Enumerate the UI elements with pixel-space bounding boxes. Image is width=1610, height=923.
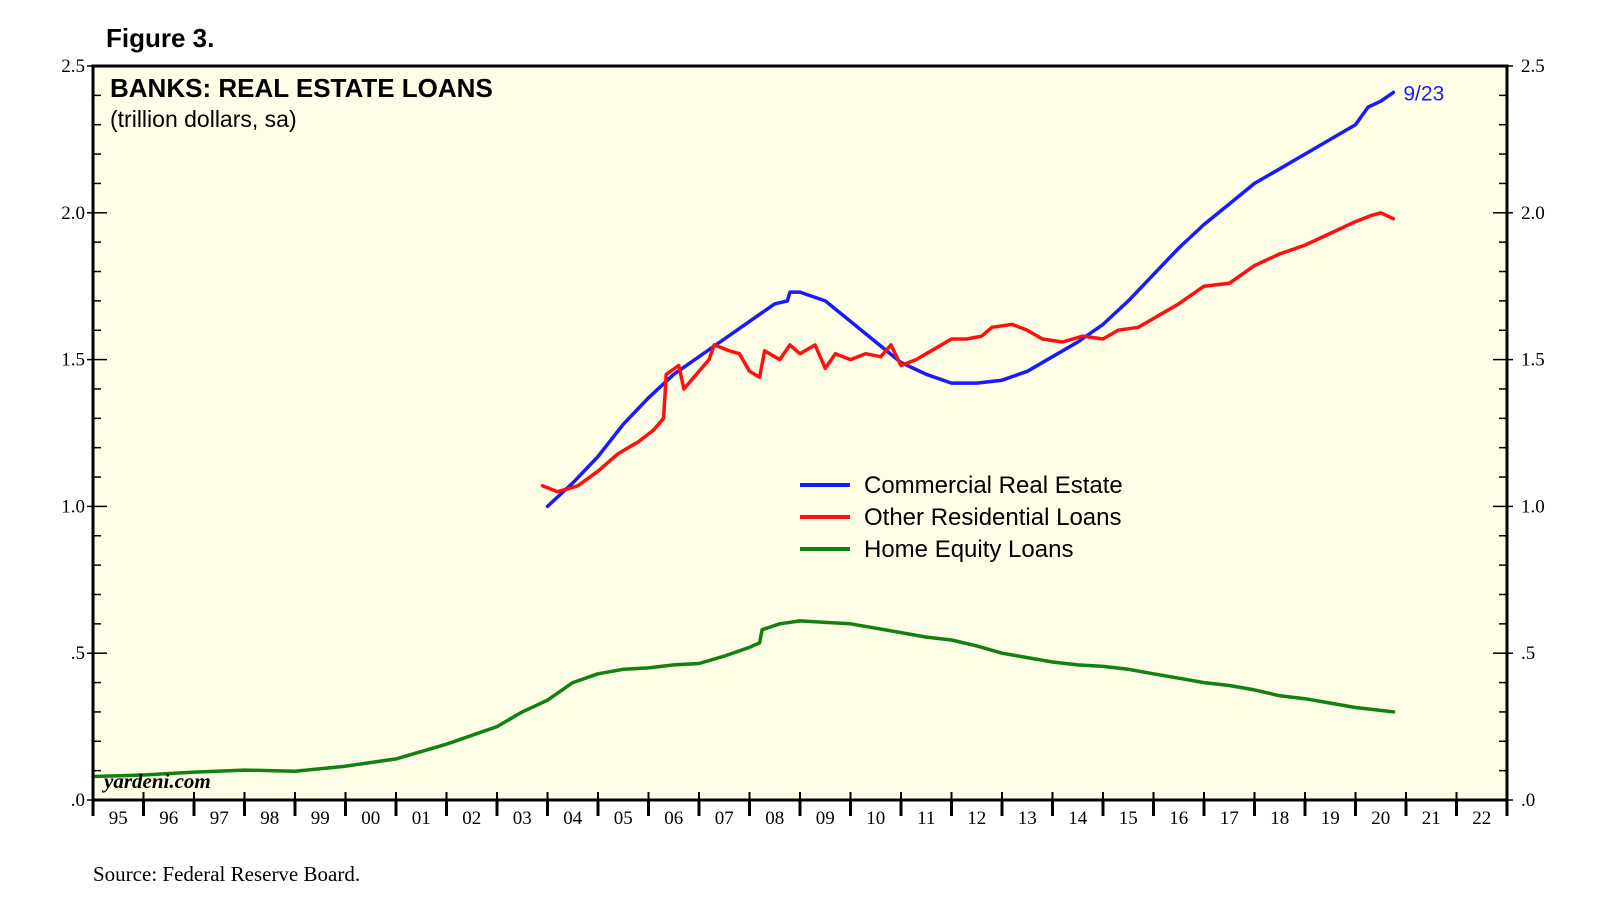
x-tick-label: 04: [563, 808, 583, 829]
x-tick-label: 98: [260, 808, 279, 829]
x-tick-label: 07: [715, 808, 734, 829]
legend-label: Home Equity Loans: [864, 536, 1073, 563]
x-tick-label: 97: [210, 808, 229, 829]
x-tick-label: 12: [967, 808, 986, 829]
x-tick-label: 17: [1220, 808, 1239, 829]
y-axis-left: .0 .5 1.0 1.5 2.0 2.5: [61, 56, 107, 811]
y-tick-label: 1.5: [1521, 350, 1545, 371]
x-tick-label: 14: [1068, 808, 1088, 829]
x-tick-label: 99: [311, 808, 330, 829]
plot-area: [93, 66, 1507, 800]
x-tick-label: 19: [1321, 808, 1340, 829]
y-tick-label: 2.5: [61, 56, 85, 77]
y-axis-right: .0 .5 1.0 1.5 2.0 2.5: [1493, 56, 1545, 811]
x-tick-label: 95: [109, 808, 128, 829]
chart-title: BANKS: REAL ESTATE LOANS: [110, 73, 493, 103]
y-tick-label: 2.0: [1521, 203, 1545, 224]
y-tick-label: 1.5: [61, 350, 85, 371]
y-tick-label: .5: [71, 643, 85, 664]
y-tick-label: 1.0: [61, 496, 85, 517]
series-line-other-residential-loans: [540, 211, 1396, 494]
chart-subtitle: (trillion dollars, sa): [110, 106, 297, 132]
x-tick-label: 22: [1472, 808, 1491, 829]
y-tick-label: 2.0: [61, 203, 85, 224]
x-tick-label: 96: [159, 808, 178, 829]
legend: Commercial Real Estate Other Residential …: [800, 472, 1123, 563]
plot-frame: [91, 64, 1509, 802]
figure-label: Figure 3.: [106, 23, 214, 53]
x-tick-label: 02: [462, 808, 481, 829]
series-layer: [91, 90, 1396, 779]
series-line-commercial-real-estate: [545, 90, 1396, 509]
y-tick-label: 1.0: [1521, 496, 1545, 517]
x-tick-label: 09: [816, 808, 835, 829]
x-tick-label: 00: [361, 808, 380, 829]
y-tick-label: .5: [1521, 643, 1535, 664]
x-tick-label: 15: [1119, 808, 1138, 829]
y-tick-label: 2.5: [1521, 56, 1545, 77]
x-tick-label: 10: [866, 808, 885, 829]
end-date-label: 9/23: [1403, 82, 1444, 105]
x-tick-label: 08: [765, 808, 784, 829]
x-tick-label: 05: [614, 808, 633, 829]
x-tick-label: 11: [917, 808, 935, 829]
x-tick-label: 20: [1371, 808, 1390, 829]
x-tick-label: 18: [1270, 808, 1289, 829]
x-tick-label: 03: [513, 808, 532, 829]
x-tick-label: 16: [1169, 808, 1188, 829]
x-tick-label: 13: [1018, 808, 1037, 829]
legend-label: Commercial Real Estate: [864, 472, 1123, 499]
legend-label: Other Residential Loans: [864, 504, 1121, 531]
x-tick-label: 01: [412, 808, 431, 829]
y-tick-label: .0: [71, 790, 85, 811]
x-tick-label: 21: [1422, 808, 1441, 829]
series-line-home-equity-loans: [91, 619, 1396, 779]
y-tick-label: .0: [1521, 790, 1535, 811]
x-tick-label: 06: [664, 808, 683, 829]
source-note: Source: Federal Reserve Board.: [93, 862, 360, 886]
watermark: yardeni.com: [101, 769, 211, 793]
